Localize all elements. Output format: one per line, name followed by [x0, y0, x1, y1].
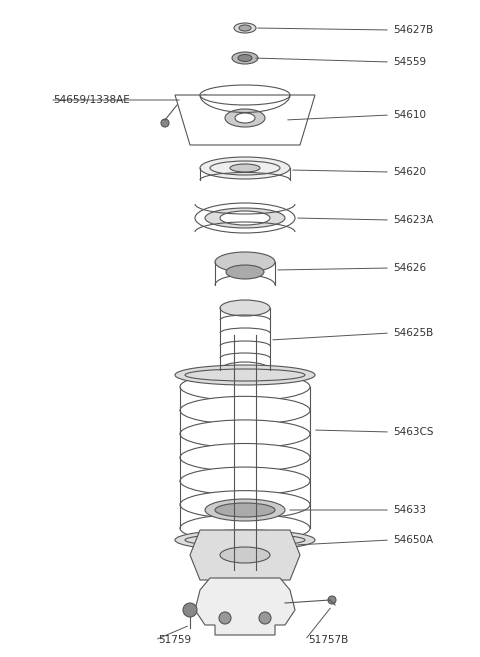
Ellipse shape	[328, 596, 336, 604]
Ellipse shape	[239, 25, 251, 31]
Text: 5463CS: 5463CS	[393, 427, 433, 437]
Text: 51757B: 51757B	[308, 635, 348, 645]
Ellipse shape	[200, 157, 290, 179]
Ellipse shape	[180, 373, 310, 401]
Polygon shape	[195, 578, 295, 635]
Ellipse shape	[220, 547, 270, 563]
Ellipse shape	[205, 208, 285, 228]
Ellipse shape	[215, 252, 275, 272]
Ellipse shape	[220, 211, 270, 225]
Text: 54659/1338AE: 54659/1338AE	[53, 95, 130, 105]
Ellipse shape	[215, 503, 275, 517]
Ellipse shape	[219, 612, 231, 624]
Text: 54633: 54633	[393, 505, 426, 515]
Ellipse shape	[180, 514, 310, 542]
Ellipse shape	[226, 265, 264, 279]
Polygon shape	[190, 530, 300, 580]
Text: 54626: 54626	[393, 263, 426, 273]
Ellipse shape	[180, 443, 310, 472]
Text: 54559: 54559	[393, 57, 426, 67]
Ellipse shape	[180, 491, 310, 518]
Text: 51759: 51759	[158, 635, 191, 645]
Text: 54627B: 54627B	[393, 25, 433, 35]
Text: 54625B: 54625B	[393, 328, 433, 338]
Ellipse shape	[232, 52, 258, 64]
Ellipse shape	[234, 23, 256, 33]
Ellipse shape	[259, 612, 271, 624]
Ellipse shape	[230, 164, 260, 172]
Polygon shape	[175, 95, 315, 145]
Ellipse shape	[161, 119, 169, 127]
Ellipse shape	[200, 95, 210, 105]
Text: 54620: 54620	[393, 167, 426, 177]
Ellipse shape	[225, 109, 265, 127]
Ellipse shape	[180, 467, 310, 495]
Text: 54610: 54610	[393, 110, 426, 120]
Ellipse shape	[235, 113, 255, 123]
Ellipse shape	[180, 396, 310, 424]
Ellipse shape	[183, 603, 197, 617]
Ellipse shape	[180, 420, 310, 448]
Ellipse shape	[175, 365, 315, 385]
Ellipse shape	[220, 300, 270, 316]
Ellipse shape	[205, 499, 285, 521]
Text: 54650A: 54650A	[393, 535, 433, 545]
Ellipse shape	[238, 55, 252, 62]
Text: 54623A: 54623A	[393, 215, 433, 225]
Ellipse shape	[175, 530, 315, 550]
